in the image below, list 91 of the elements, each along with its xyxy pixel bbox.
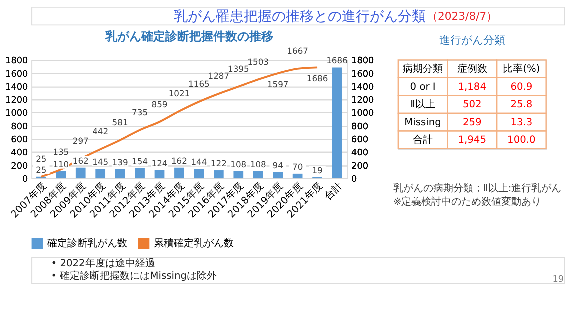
bar: [332, 68, 342, 179]
y-tick-label: 600: [11, 136, 28, 146]
data-label: 108: [250, 159, 266, 170]
bar: [194, 169, 204, 179]
data-label: 1395: [228, 64, 250, 74]
category-label: Ⅱ以上: [410, 98, 436, 111]
chart-title: 乳がん確定診断把握件数の推移: [104, 29, 274, 44]
data-label: 1,945: [458, 135, 486, 146]
y-tick-label: 1200: [6, 96, 28, 106]
y-tick-label: 200: [11, 162, 28, 172]
bar: [135, 168, 145, 179]
x-tick-label: 合計: [322, 180, 345, 203]
legend-label: 累積確定乳がん数: [154, 238, 234, 250]
y2-tick-label: 200: [352, 162, 369, 172]
data-label: 735: [132, 107, 148, 118]
y2-tick-label: 800: [352, 122, 369, 132]
y2-tick-label: 400: [352, 148, 369, 159]
text: 乳がん罹患把握の推移との進行がん分類: [174, 8, 426, 25]
data-label: 1667: [287, 46, 308, 56]
text: 進行がん分類: [439, 34, 506, 47]
legend-label: 比率(%): [503, 63, 540, 76]
text: 乳がんの病期分類；Ⅱ以上:進行乳がん: [393, 182, 562, 194]
legend-label: 確定診断乳がん数: [46, 238, 128, 250]
y-tick-label: 1000: [6, 109, 28, 120]
data-label: 1686: [306, 74, 328, 84]
data-label: 139: [112, 157, 128, 168]
data-label: 145: [92, 157, 109, 168]
y-tick-label: 400: [11, 148, 28, 159]
y2-tick-label: 1400: [352, 82, 374, 93]
text: 19: [552, 275, 564, 286]
data-label: 1597: [267, 79, 289, 90]
data-label: 297: [72, 136, 89, 146]
data-label: 1,184: [458, 82, 486, 93]
y-tick-label: 800: [11, 122, 28, 132]
data-label: 110: [53, 159, 70, 170]
category-label: Missing: [404, 117, 442, 128]
data-label: 1287: [208, 71, 230, 82]
data-label: 135: [53, 146, 70, 157]
y2-tick-label: 1200: [352, 96, 374, 106]
data-label: 122: [210, 158, 227, 169]
text: • 2022年度は途中経過: [51, 257, 156, 270]
bar: [174, 168, 184, 179]
data-label: 144: [191, 157, 208, 168]
y2-tick-label: 1800: [352, 56, 374, 67]
data-label: 154: [132, 156, 148, 166]
category-label: 0 or Ⅰ: [410, 82, 436, 93]
legend-label: 症例数: [457, 63, 488, 76]
text: （2023/8/7）: [426, 10, 498, 23]
data-label: 70: [292, 162, 304, 172]
data-label: 859: [152, 99, 168, 110]
data-label: 25: [36, 164, 47, 175]
data-label: 108: [230, 159, 247, 170]
text: • 確定診断把握数にはMissingは除外: [51, 270, 217, 282]
bar: [56, 171, 66, 179]
data-label: 162: [171, 156, 188, 166]
y2-tick-label: 0: [352, 174, 358, 185]
y-tick-label: 1400: [6, 82, 28, 93]
data-label: 94: [272, 160, 284, 170]
data-label: 25: [36, 154, 47, 164]
data-label: 25.8: [510, 100, 533, 111]
data-label: 442: [92, 126, 109, 137]
y2-tick-label: 1600: [352, 70, 374, 80]
data-label: 124: [152, 158, 168, 168]
bar: [273, 172, 284, 179]
y-tick-label: 1800: [6, 56, 28, 67]
category-label: 合計: [413, 134, 434, 146]
bar: [96, 169, 106, 179]
data-label: 100.0: [508, 135, 536, 146]
data-label: 60.9: [510, 82, 533, 93]
bar: [292, 174, 303, 179]
bar: [214, 170, 224, 179]
bar: [154, 170, 165, 179]
text: ※定義検討中のため数値変動あり: [393, 196, 542, 208]
data-label: 13.3: [510, 117, 533, 128]
bar: [253, 171, 264, 179]
y-tick-label: 1600: [6, 70, 28, 80]
data-label: 581: [112, 118, 128, 128]
bar: [234, 171, 244, 179]
data-label: 502: [462, 100, 482, 111]
bar: [76, 168, 86, 179]
bar: [115, 169, 126, 179]
data-label: 1686: [326, 56, 348, 66]
data-label: 259: [462, 117, 482, 128]
y2-tick-label: 600: [352, 136, 369, 146]
y-tick-label: 0: [22, 174, 28, 185]
data-label: 1503: [248, 56, 270, 67]
text: 病期分類: [403, 63, 444, 76]
data-label: 19: [312, 165, 323, 176]
data-label: 1021: [168, 88, 190, 99]
data-label: 1165: [188, 79, 210, 90]
y2-tick-label: 1000: [352, 109, 374, 120]
